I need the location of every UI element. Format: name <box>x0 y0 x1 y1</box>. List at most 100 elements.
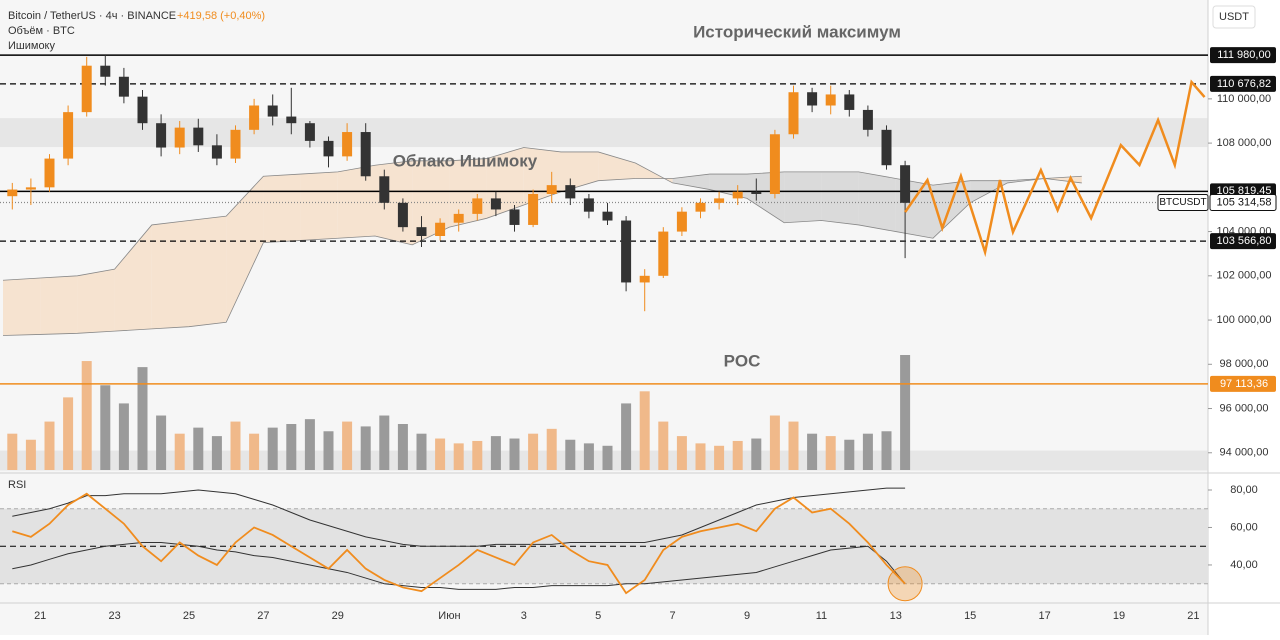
x-tick-label: 23 <box>108 610 120 622</box>
volume-bar <box>490 436 501 470</box>
cloud-segment <box>151 220 189 329</box>
cloud-segment <box>300 171 338 241</box>
y-tick-label: 96 000,00 <box>1220 402 1269 414</box>
unit-box <box>1212 5 1256 29</box>
candle-body <box>156 123 167 148</box>
candle-body <box>286 116 297 124</box>
volume-bar <box>137 367 148 470</box>
volume-bar <box>695 443 706 470</box>
annotation: Исторический максимум <box>693 22 901 41</box>
cloud-segment <box>784 171 822 223</box>
volume-bar <box>342 421 353 470</box>
volume-bar <box>211 436 222 470</box>
volume-bar <box>621 403 632 470</box>
volume-bar <box>267 427 278 470</box>
cloud-segment <box>263 174 301 243</box>
candle-body <box>230 129 241 159</box>
volume-bar <box>862 433 873 470</box>
y-tick-label: 110 000,00 <box>1217 93 1271 105</box>
volume-bar <box>565 439 576 470</box>
indicator-label: Объём · BTC <box>8 25 75 37</box>
candle-body <box>676 211 687 232</box>
cloud-segment <box>337 165 375 239</box>
volume-bar <box>881 431 892 470</box>
candle-body <box>435 222 446 236</box>
axis-background <box>1208 0 1280 635</box>
forecast-line <box>904 79 1206 258</box>
y-tick-label: 40,00 <box>1230 559 1258 571</box>
volume-bar <box>509 438 520 470</box>
cloud-segment <box>821 171 859 225</box>
cloud-line <box>2 147 1082 281</box>
symbol-label-box <box>1157 194 1209 212</box>
rsi-band <box>12 541 906 590</box>
y-tick-label: 60,00 <box>1230 521 1258 533</box>
x-tick-label: 15 <box>964 610 976 622</box>
candle-body <box>881 129 892 166</box>
candle-body <box>63 112 74 159</box>
volume-bar <box>249 433 260 470</box>
price-label-box <box>1210 75 1276 92</box>
candle-body <box>695 202 706 212</box>
price-label-box <box>1210 47 1276 64</box>
candle-body <box>211 145 222 159</box>
volume-bar <box>286 424 297 470</box>
candle-body <box>25 187 36 190</box>
candle-body <box>453 213 464 223</box>
candle-body <box>174 127 185 148</box>
volume-bar <box>230 421 241 470</box>
candle-body <box>732 191 743 199</box>
y-tick-label: 94 000,00 <box>1220 447 1269 459</box>
cloud-segment <box>114 224 152 332</box>
cloud-segment <box>672 174 710 190</box>
candle-body <box>379 176 390 203</box>
candle-body <box>360 132 371 177</box>
x-tick-label: 9 <box>744 610 750 622</box>
candle-body <box>44 158 55 188</box>
volume-bar <box>639 391 650 470</box>
annotation: POC <box>724 351 761 370</box>
cloud-segment <box>40 275 78 335</box>
x-tick-label: 19 <box>1113 610 1125 622</box>
candle-body <box>602 211 613 221</box>
price-label: 105 314,58 <box>1216 196 1271 208</box>
candle-body <box>900 165 911 203</box>
candle-body <box>807 92 818 106</box>
volume-bar <box>453 443 464 470</box>
cloud-segment <box>77 269 115 334</box>
volume-bar <box>788 421 799 470</box>
volume-bar <box>769 415 780 470</box>
price-label-box <box>1210 375 1276 392</box>
volume-bar <box>379 415 390 470</box>
x-tick-label: 13 <box>890 610 902 622</box>
volume-bar <box>193 427 204 470</box>
candle-body <box>397 202 408 228</box>
volume-bar <box>25 439 36 470</box>
price-label: 103 566,80 <box>1216 235 1271 247</box>
candle-body <box>583 198 594 212</box>
volume-bar <box>732 440 743 470</box>
candle-body <box>844 94 855 110</box>
x-tick-label: 25 <box>183 610 195 622</box>
y-tick-label: 98 000,00 <box>1220 358 1269 370</box>
x-tick-label: 5 <box>595 610 601 622</box>
candle-body <box>416 227 427 236</box>
annotation: Облако Ишимоку <box>393 151 538 170</box>
cloud-segment <box>3 278 41 336</box>
price-label: 110 676,82 <box>1217 78 1271 90</box>
volume-bar <box>397 424 408 470</box>
volume-bar <box>304 419 315 470</box>
volume-bar <box>174 433 185 470</box>
volume-bar <box>63 397 74 470</box>
x-tick-label: 11 <box>816 610 827 622</box>
volume-bar <box>81 361 92 470</box>
cloud-segment <box>858 171 896 232</box>
candle-body <box>193 127 204 146</box>
cloud-segment <box>226 176 264 323</box>
volume-bar <box>751 438 762 470</box>
candle-body <box>751 191 762 194</box>
rsi-band <box>12 487 906 547</box>
candle-body <box>472 198 483 214</box>
candle-body <box>546 185 557 194</box>
